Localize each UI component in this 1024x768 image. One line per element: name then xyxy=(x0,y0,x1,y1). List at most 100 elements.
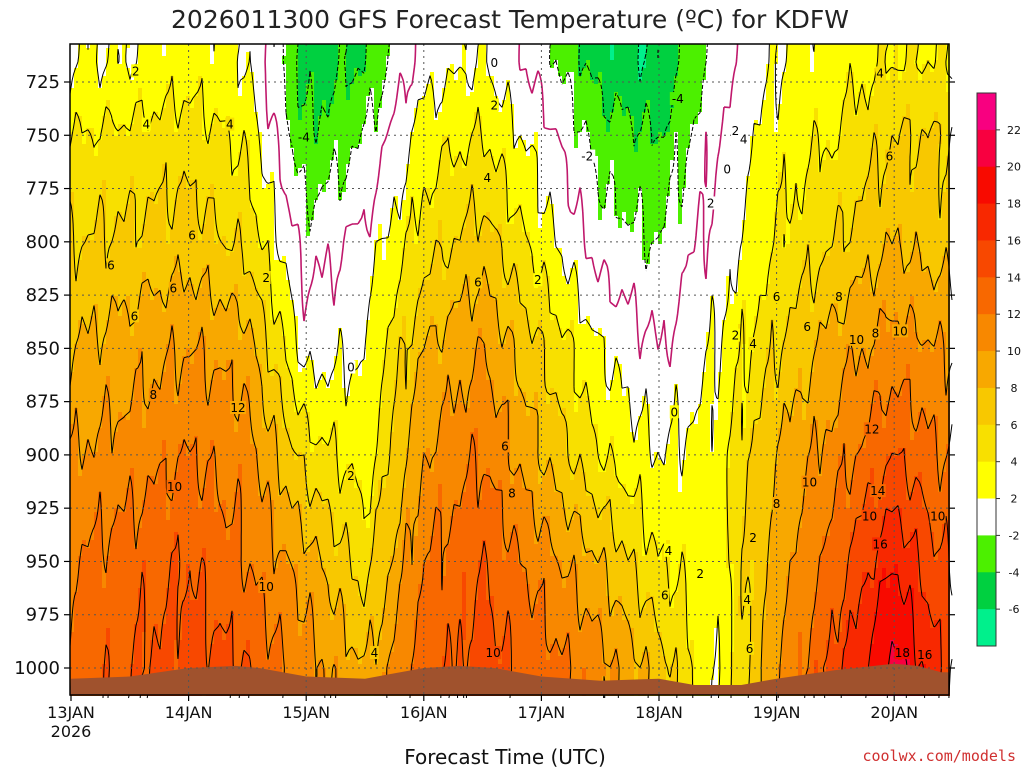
colorbar-swatch xyxy=(977,609,996,646)
contour-label: 4 xyxy=(876,66,884,80)
contour-label: 10 xyxy=(862,510,877,524)
y-tick-label: 975 xyxy=(26,605,60,626)
contour-label: 6 xyxy=(474,275,482,289)
y-tick-label: 775 xyxy=(26,179,60,200)
colorbar-label: 6 xyxy=(1011,419,1018,432)
contour-label: 0 xyxy=(670,405,678,419)
contour-label: 10 xyxy=(849,333,864,347)
contour-label: 6 xyxy=(107,258,115,272)
colorbar-swatch xyxy=(977,351,996,388)
y-tick-label: 725 xyxy=(26,72,60,93)
y-tick-label: 900 xyxy=(26,445,60,466)
colorbar-label: 20 xyxy=(1007,161,1021,174)
colorbar-label: 16 xyxy=(1007,234,1021,247)
contour-label: 6 xyxy=(803,320,811,334)
contour-label: 4 xyxy=(371,646,379,660)
colorbar-swatch xyxy=(977,240,996,277)
colorbar-swatch xyxy=(977,462,996,499)
contour-label: 4 xyxy=(665,544,673,558)
colorbar-label: 14 xyxy=(1007,271,1021,284)
contour-label: 6 xyxy=(886,150,894,164)
contour-label: 0 xyxy=(347,361,355,375)
contour-label: 2 xyxy=(132,64,140,78)
y-tick-label: 875 xyxy=(26,392,60,413)
y-tick-label: 825 xyxy=(26,285,60,306)
contour-label: 2 xyxy=(347,469,355,483)
contour-label: 6 xyxy=(773,290,781,304)
contour-label: 10 xyxy=(259,580,274,594)
contour-label: 14 xyxy=(870,484,885,498)
colorbar-label: 10 xyxy=(1007,345,1021,358)
contour-label: 6 xyxy=(501,439,509,453)
contour-label: 12 xyxy=(864,422,879,436)
contour-label: 4 xyxy=(226,118,234,132)
contour-label: 2 xyxy=(732,124,740,138)
colorbar-label: 12 xyxy=(1007,308,1021,321)
colorbar-swatch xyxy=(977,499,996,536)
contour-label: 10 xyxy=(802,476,817,490)
y-tick-label: 750 xyxy=(26,125,60,146)
contour-label: 6 xyxy=(131,309,139,323)
temperature-chart: 2026011300 GFS Forecast Temperature (ºC)… xyxy=(0,0,1024,768)
contour-label: 6 xyxy=(661,589,669,603)
x-tick-label: 19JAN xyxy=(753,703,801,722)
colorbar-label: -4 xyxy=(1009,566,1020,579)
x-tick-label: 20JAN xyxy=(870,703,918,722)
colorbar-label: 22 xyxy=(1007,124,1021,137)
contour-label: 2 xyxy=(749,531,757,545)
contour-label: 6 xyxy=(746,642,754,656)
contour-label: 16 xyxy=(872,537,887,551)
colorbar-label: 2 xyxy=(1011,493,1018,506)
y-tick-label: 800 xyxy=(26,232,60,253)
x-tick-label: 15JAN xyxy=(282,703,330,722)
colorbar-swatch xyxy=(977,93,996,130)
contour-label: 12 xyxy=(230,401,245,415)
credit-text: coolwx.com/models xyxy=(862,747,1016,765)
colorbar-swatch xyxy=(977,572,996,609)
contour-label: 8 xyxy=(872,326,880,340)
contour-label: 8 xyxy=(508,486,516,500)
contour-label: 2 xyxy=(696,567,704,581)
colorbar-swatch xyxy=(977,277,996,314)
contour-label: 18 xyxy=(895,646,910,660)
contour-label: 16 xyxy=(917,648,932,662)
contour-label: 2 xyxy=(534,273,542,287)
colorbar-label: -2 xyxy=(1009,529,1020,542)
contour-label: 8 xyxy=(149,388,157,402)
colorbar-swatch xyxy=(977,314,996,351)
x-tick-label: 14JAN xyxy=(165,703,213,722)
y-tick-label: 1000 xyxy=(14,658,60,679)
y-tick-label: 925 xyxy=(26,498,60,519)
colorbar-swatch xyxy=(977,535,996,572)
contour-label: -4 xyxy=(298,130,310,144)
y-tick-label: 950 xyxy=(26,551,60,572)
colorbar-label: 8 xyxy=(1011,382,1018,395)
colorbar-swatch xyxy=(977,167,996,204)
contour-label: 6 xyxy=(188,228,196,242)
colorbar-swatch xyxy=(977,425,996,462)
contour-label: 8 xyxy=(773,497,781,511)
x-tick-sublabel: 2026 xyxy=(51,722,92,741)
contour-label: 6 xyxy=(169,282,177,296)
contour-label: 10 xyxy=(486,646,501,660)
x-tick-label: 13JAN xyxy=(47,703,95,722)
contour-label: 2 xyxy=(262,271,270,285)
y-tick-label: 850 xyxy=(26,338,60,359)
contour-label: 10 xyxy=(930,510,945,524)
contour-label: 2 xyxy=(707,196,715,210)
contour-label: 2 xyxy=(491,98,499,112)
x-tick-label: 17JAN xyxy=(518,703,566,722)
contour-label: 4 xyxy=(483,171,491,185)
x-tick-label: 16JAN xyxy=(400,703,448,722)
x-tick-label: 18JAN xyxy=(635,703,683,722)
contour-label: 4 xyxy=(743,593,751,607)
contour-label: 4 xyxy=(142,118,150,132)
contour-label: 0 xyxy=(491,56,499,70)
contour-label: 10 xyxy=(167,480,182,494)
colorbar-label: -6 xyxy=(1009,603,1020,616)
colorbar-swatch xyxy=(977,130,996,167)
contour-label: 8 xyxy=(835,290,843,304)
contour-label: 4 xyxy=(740,133,748,147)
